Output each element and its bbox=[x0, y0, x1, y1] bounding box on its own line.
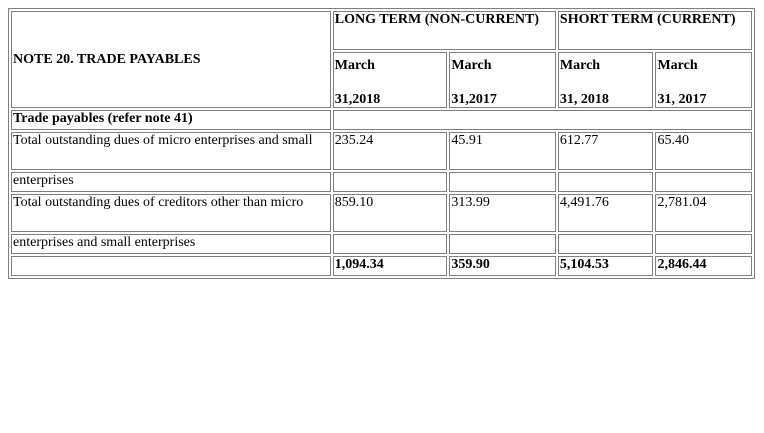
totals-row: 1,094.34 359.90 5,104.53 2,846.44 bbox=[11, 256, 752, 276]
date-header-lt-2017: March 31,2017 bbox=[449, 52, 556, 108]
date-header-line1: March bbox=[451, 58, 492, 73]
row-value: 313.99 bbox=[449, 194, 556, 232]
row-label: Total outstanding dues of creditors othe… bbox=[11, 194, 331, 232]
row-value: 612.77 bbox=[557, 132, 654, 170]
row-value bbox=[449, 234, 556, 254]
date-header-line1: March bbox=[334, 58, 375, 73]
date-header-line1: March bbox=[559, 58, 601, 73]
date-header-st-2017: March 31, 2017 bbox=[655, 52, 752, 108]
total-value: 359.90 bbox=[449, 256, 556, 276]
date-header-st-2018: March 31, 2018 bbox=[557, 52, 654, 108]
table-row: enterprises bbox=[11, 172, 752, 192]
table-title: NOTE 20. TRADE PAYABLES bbox=[11, 11, 331, 108]
row-value bbox=[557, 234, 654, 254]
row-value bbox=[332, 172, 448, 192]
row-label: enterprises and small enterprises bbox=[11, 234, 331, 254]
date-header-line2: 31, 2017 bbox=[657, 92, 707, 107]
trade-payables-table: NOTE 20. TRADE PAYABLES LONG TERM (NON-C… bbox=[8, 8, 755, 279]
row-value: 65.40 bbox=[655, 132, 752, 170]
table-row: enterprises and small enterprises bbox=[11, 234, 752, 254]
totals-label-cell bbox=[11, 256, 331, 276]
table-row: Total outstanding dues of creditors othe… bbox=[11, 194, 752, 232]
table-row: Total outstanding dues of micro enterpri… bbox=[11, 132, 752, 170]
date-header-line1: March bbox=[657, 58, 698, 73]
row-value bbox=[655, 234, 752, 254]
date-header-line2: 31,2017 bbox=[451, 92, 497, 107]
row-value bbox=[655, 172, 752, 192]
section-label: Trade payables (refer note 41) bbox=[11, 110, 331, 130]
short-term-header: SHORT TERM (CURRENT) bbox=[557, 11, 752, 50]
row-value: 859.10 bbox=[332, 194, 448, 232]
row-value: 45.91 bbox=[449, 132, 556, 170]
row-value: 4,491.76 bbox=[557, 194, 654, 232]
date-header-lt-2018: March 31,2018 bbox=[332, 52, 448, 108]
row-label: Total outstanding dues of micro enterpri… bbox=[11, 132, 331, 170]
long-term-header: LONG TERM (NON-CURRENT) bbox=[332, 11, 556, 50]
row-label: enterprises bbox=[11, 172, 331, 192]
total-value: 1,094.34 bbox=[332, 256, 448, 276]
row-value bbox=[557, 172, 654, 192]
date-header-line2: 31,2018 bbox=[334, 92, 381, 107]
row-value: 2,781.04 bbox=[655, 194, 752, 232]
date-header-line2: 31, 2018 bbox=[559, 92, 609, 107]
row-value bbox=[449, 172, 556, 192]
section-empty-cell bbox=[332, 110, 752, 130]
total-value: 2,846.44 bbox=[655, 256, 752, 276]
row-value: 235.24 bbox=[332, 132, 448, 170]
row-value bbox=[332, 234, 448, 254]
total-value: 5,104.53 bbox=[557, 256, 654, 276]
